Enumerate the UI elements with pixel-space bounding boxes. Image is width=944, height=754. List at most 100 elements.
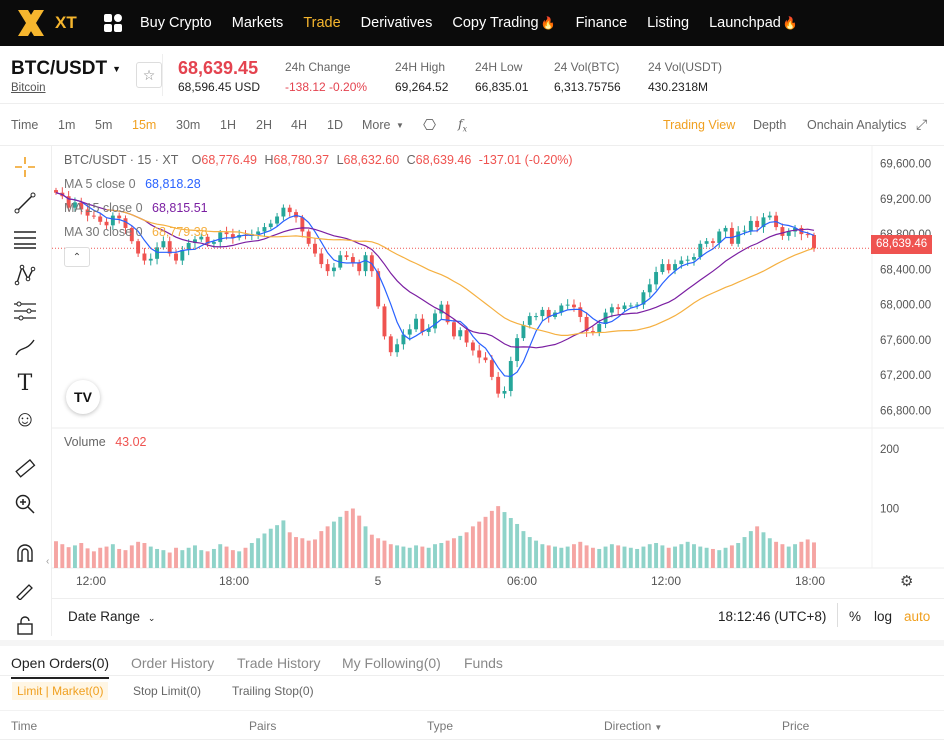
view-trading-view[interactable]: Trading View: [663, 118, 736, 132]
view-depth[interactable]: Depth: [753, 118, 787, 132]
price-axis-tick: 69,200.00: [880, 194, 931, 206]
ma5-legend: MA 5 close 0 68,818.28: [64, 177, 201, 191]
candle: [767, 211, 772, 220]
logo[interactable]: XT: [14, 6, 96, 40]
interval-1d[interactable]: 1D: [327, 118, 343, 132]
interval-4h[interactable]: 4H: [291, 118, 307, 132]
candle: [388, 334, 393, 357]
candle: [515, 334, 520, 368]
indicator-settings-icon[interactable]: ⎔: [423, 117, 437, 134]
candle: [142, 247, 147, 265]
interval-1h[interactable]: 1H: [220, 118, 236, 132]
crosshair-icon[interactable]: [12, 154, 38, 180]
column-direction[interactable]: Direction ▼: [604, 719, 662, 733]
orders-tab-2[interactable]: Trade History: [237, 655, 321, 671]
orders-subtab-2[interactable]: Trailing Stop(0): [232, 684, 314, 698]
tradingview-logo-icon[interactable]: TV: [66, 380, 100, 414]
apps-grid-icon[interactable]: [104, 14, 122, 32]
chart-canvas[interactable]: 69,600.0069,200.0068,800.0068,400.0068,0…: [52, 146, 944, 596]
trend-line-icon[interactable]: [12, 190, 38, 216]
brush-icon[interactable]: [12, 334, 38, 360]
volume-bar: [477, 521, 482, 568]
fib-tool-icon[interactable]: [12, 298, 38, 324]
candle: [414, 313, 419, 333]
orders-subtab-0[interactable]: Limit | Market(0): [12, 682, 109, 700]
zoom-in-icon[interactable]: [12, 491, 38, 517]
pair-selector[interactable]: BTC/USDT ▼: [11, 58, 121, 80]
volume-bar: [710, 548, 715, 568]
volume-bar: [590, 547, 595, 568]
orders-tab-4[interactable]: Funds: [464, 655, 503, 671]
volume-bar: [578, 541, 583, 568]
price-chart[interactable]: 69,600.0069,200.0068,800.0068,400.0068,0…: [46, 146, 944, 596]
chart-settings-icon[interactable]: ⚙: [900, 573, 914, 590]
legend-open: 68,776.49: [201, 153, 257, 167]
orders-subtab-1[interactable]: Stop Limit(0): [133, 684, 202, 698]
interval-2h[interactable]: 2H: [256, 118, 272, 132]
stat-value: 69,264.52: [395, 80, 449, 94]
magnet-icon[interactable]: [12, 540, 38, 566]
volume-bar: [110, 544, 115, 568]
nav-item-buy-crypto[interactable]: Buy Crypto: [140, 15, 212, 31]
pattern-tool-icon[interactable]: [12, 262, 38, 288]
interval-more[interactable]: More: [362, 118, 391, 132]
text-tool-icon[interactable]: T: [17, 370, 33, 396]
fire-icon: 🔥: [782, 16, 798, 30]
volume-bar: [565, 546, 570, 568]
favorite-star-icon[interactable]: ☆: [136, 62, 162, 88]
nav-item-label: Trade: [303, 15, 341, 31]
nav-item-copy-trading[interactable]: Copy Trading 🔥: [452, 15, 555, 31]
volume-bar: [660, 545, 665, 568]
nav-item-derivatives[interactable]: Derivatives: [361, 15, 433, 31]
orders-tab-0[interactable]: Open Orders(0): [11, 655, 110, 679]
volume-label: Volume: [64, 435, 106, 449]
volume-bar: [414, 545, 419, 568]
nav-item-finance[interactable]: Finance: [576, 15, 628, 31]
interval-time[interactable]: Time: [11, 118, 39, 132]
candle: [654, 266, 659, 291]
time-axis-tick: 12:00: [76, 574, 106, 588]
candle: [129, 225, 134, 244]
ruler-icon[interactable]: [12, 455, 38, 481]
pair-name-link[interactable]: Bitcoin: [11, 82, 46, 94]
volume-bar: [439, 543, 444, 568]
time-axis-tick: 12:00: [651, 574, 681, 588]
volume-bar: [319, 531, 324, 568]
interval-1m[interactable]: 1m: [58, 118, 76, 132]
function-fx-icon[interactable]: fx: [458, 116, 468, 134]
nav-item-trade[interactable]: Trade: [303, 15, 340, 31]
lock-icon[interactable]: [12, 612, 38, 638]
auto-toggle[interactable]: auto: [904, 609, 931, 624]
volume-bar: [395, 545, 400, 568]
volume-bar: [767, 538, 772, 568]
horizontal-lines-icon[interactable]: [12, 226, 38, 252]
collapse-legend-button[interactable]: ⌃: [64, 247, 90, 267]
candle: [559, 303, 564, 316]
nav-item-markets[interactable]: Markets: [232, 15, 284, 31]
scroll-left-icon[interactable]: ‹: [46, 556, 50, 567]
divider: [837, 603, 838, 627]
date-range-dropdown[interactable]: Date Range ⌄: [68, 609, 155, 624]
orders-tab-1[interactable]: Order History: [131, 655, 215, 671]
volume-bar: [237, 551, 242, 568]
view-onchain-analytics[interactable]: Onchain Analytics: [807, 118, 907, 132]
candle: [199, 233, 204, 242]
volume-bar: [325, 526, 330, 568]
orders-tab-3[interactable]: My Following(0): [342, 655, 441, 671]
draw-lock-icon[interactable]: [12, 576, 38, 602]
candle: [275, 212, 280, 227]
ma15-value: 68,815.51: [152, 201, 208, 215]
interval-5m[interactable]: 5m: [95, 118, 113, 132]
fullscreen-icon[interactable]: ⤢: [916, 116, 928, 132]
interval-30m[interactable]: 30m: [176, 118, 201, 132]
percent-toggle[interactable]: %: [849, 609, 862, 624]
candle: [445, 301, 450, 325]
candle: [748, 216, 753, 236]
interval-15m[interactable]: 15m: [132, 118, 157, 132]
volume-bar: [761, 532, 766, 568]
log-toggle[interactable]: log: [874, 609, 893, 624]
nav-item-listing[interactable]: Listing: [647, 15, 689, 31]
volume-bar: [407, 547, 412, 568]
nav-item-launchpad[interactable]: Launchpad 🔥: [709, 15, 798, 31]
emoji-icon[interactable]: ☺: [13, 406, 37, 431]
